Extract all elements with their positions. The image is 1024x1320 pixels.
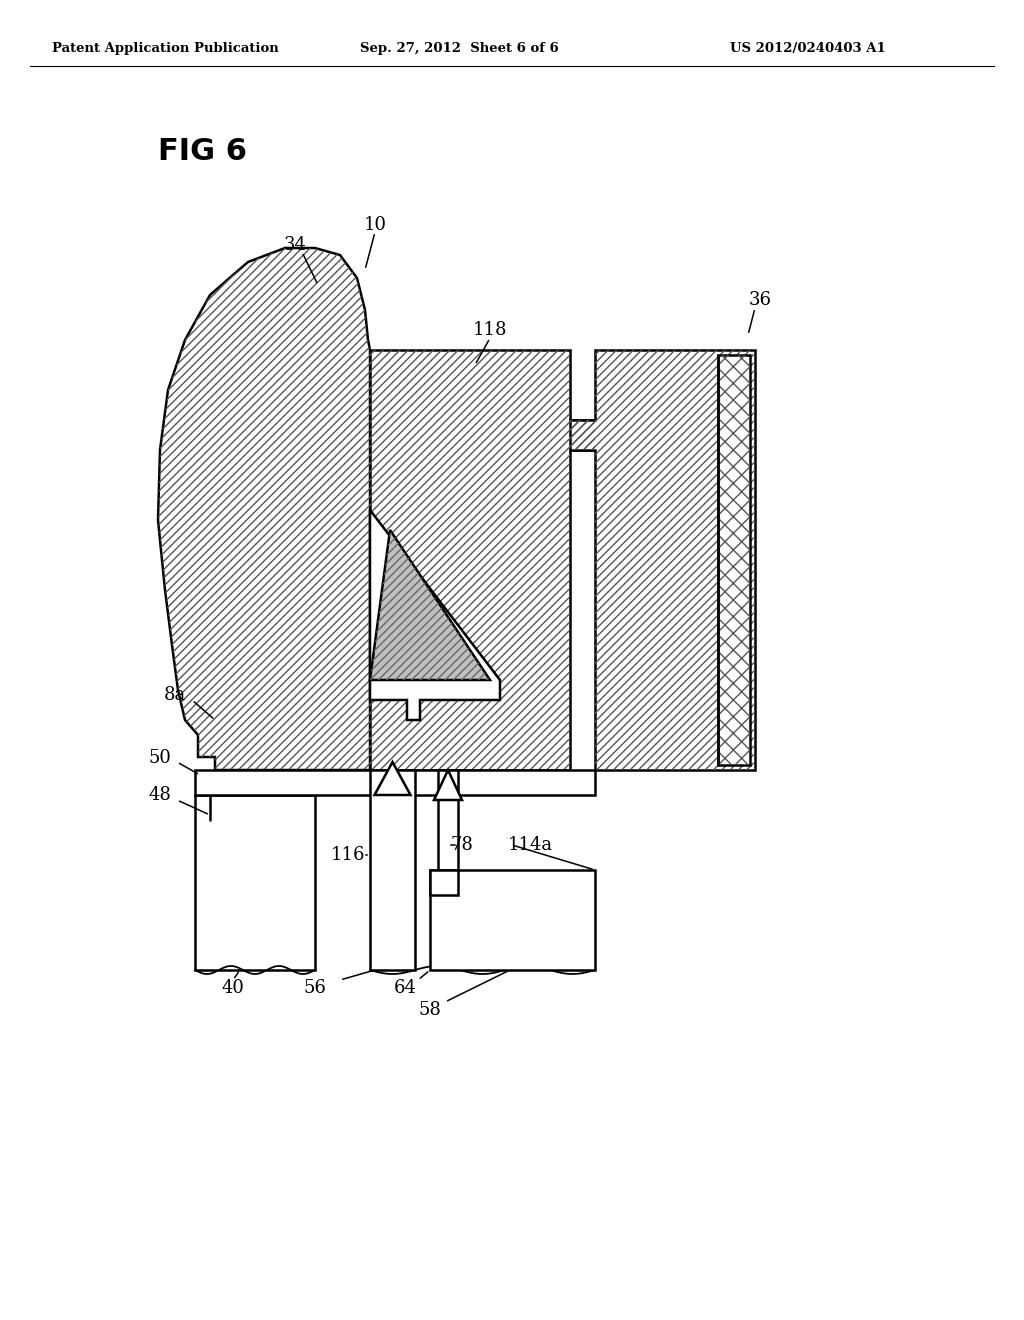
- Text: Sep. 27, 2012  Sheet 6 of 6: Sep. 27, 2012 Sheet 6 of 6: [360, 42, 559, 55]
- Text: 118: 118: [473, 321, 507, 339]
- Text: 56: 56: [303, 979, 327, 997]
- Polygon shape: [438, 770, 458, 870]
- Text: 114a: 114a: [508, 836, 553, 854]
- Text: 48: 48: [148, 785, 171, 804]
- Polygon shape: [370, 770, 415, 970]
- Polygon shape: [370, 531, 490, 680]
- Text: 34: 34: [284, 236, 306, 253]
- Polygon shape: [375, 762, 411, 795]
- Polygon shape: [434, 770, 462, 800]
- Text: Patent Application Publication: Patent Application Publication: [52, 42, 279, 55]
- Polygon shape: [370, 510, 500, 719]
- Polygon shape: [718, 355, 750, 766]
- Polygon shape: [370, 350, 595, 770]
- Text: 10: 10: [364, 216, 386, 234]
- Text: 116: 116: [331, 846, 366, 865]
- Text: 78: 78: [451, 836, 473, 854]
- Text: 50: 50: [148, 748, 171, 767]
- Text: 36: 36: [749, 290, 771, 309]
- Polygon shape: [158, 248, 370, 770]
- Polygon shape: [195, 770, 595, 795]
- Polygon shape: [195, 795, 315, 970]
- Text: 58: 58: [419, 1001, 441, 1019]
- Text: 8a: 8a: [164, 686, 186, 704]
- Text: FIG 6: FIG 6: [158, 137, 247, 166]
- Text: 64: 64: [393, 979, 417, 997]
- Polygon shape: [430, 870, 458, 895]
- Polygon shape: [430, 870, 595, 970]
- Text: US 2012/0240403 A1: US 2012/0240403 A1: [730, 42, 886, 55]
- Polygon shape: [570, 350, 755, 770]
- Text: 40: 40: [221, 979, 245, 997]
